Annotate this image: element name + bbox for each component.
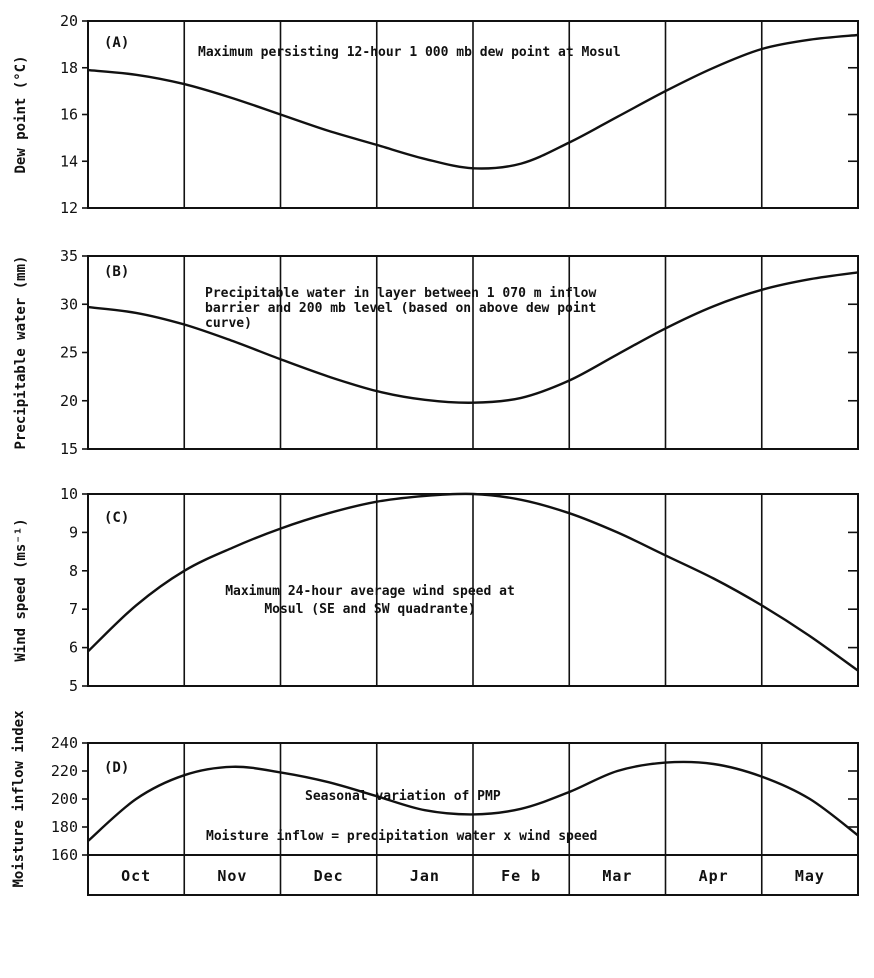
y-tick-label: 18 [60, 59, 78, 77]
y-tick-label: 20 [60, 12, 78, 30]
y-tick-label: 8 [69, 562, 78, 580]
y-tick-label: 35 [60, 247, 78, 265]
y-tick-label: 15 [60, 440, 78, 458]
y-axis-label: Wind speed (ms⁻¹) [13, 518, 29, 661]
y-tick-label: 240 [51, 734, 78, 752]
chart-annotation: curve) [205, 316, 252, 331]
panel-label: (A) [104, 35, 129, 51]
y-tick-label: 30 [60, 295, 78, 313]
y-tick-label: 180 [51, 818, 78, 836]
chart-annotation: Mosul (SE and SW quadrante) [264, 602, 475, 617]
y-axis-label: Moisture inflow index [11, 710, 27, 888]
y-tick-label: 20 [60, 392, 78, 410]
panel-4-curve [87, 760, 859, 842]
chart-annotation: Maximum persisting 12-hour 1 000 mb dew … [198, 45, 621, 60]
x-tick-label: Nov [217, 867, 247, 885]
x-tick-label: Apr [699, 867, 729, 885]
y-tick-label: 12 [60, 199, 78, 217]
y-tick-label: 5 [69, 677, 78, 695]
x-tick-label: Mar [602, 867, 632, 885]
panel-3-curve [87, 492, 859, 672]
y-tick-label: 14 [60, 152, 78, 170]
x-tick-label: Oct [121, 867, 151, 885]
panel-2-curve [87, 271, 859, 404]
y-tick-label: 7 [69, 600, 78, 618]
y-tick-label: 9 [69, 523, 78, 541]
y-tick-label: 6 [69, 639, 78, 657]
panel-label: (C) [104, 510, 129, 526]
y-tick-label: 220 [51, 762, 78, 780]
x-tick-label: Fe b [501, 867, 541, 885]
x-tick-label: Dec [314, 867, 344, 885]
y-tick-label: 200 [51, 790, 78, 808]
x-tick-label: May [795, 867, 825, 885]
x-tick-label: Jan [410, 867, 440, 885]
y-tick-label: 25 [60, 344, 78, 362]
chart-annotation: Seasonal variation of PMP [305, 789, 501, 804]
panel-label: (D) [104, 760, 129, 776]
y-tick-label: 10 [60, 485, 78, 503]
chart-annotation: barrier and 200 mb level (based on above… [205, 301, 596, 316]
y-axis-label: Precipitable water (mm) [13, 256, 29, 450]
y-axis-label: Dew point (°C) [13, 55, 29, 173]
panel-1-curve [87, 33, 859, 170]
chart-annotation: Maximum 24-hour average wind speed at [225, 584, 515, 599]
y-tick-label: 160 [51, 846, 78, 864]
chart-annotation: Moisture inflow = precipitation water x … [206, 829, 597, 844]
y-tick-label: 16 [60, 106, 78, 124]
chart-annotation: Precipitable water in layer between 1 07… [205, 286, 597, 301]
panel-label: (B) [104, 264, 129, 280]
